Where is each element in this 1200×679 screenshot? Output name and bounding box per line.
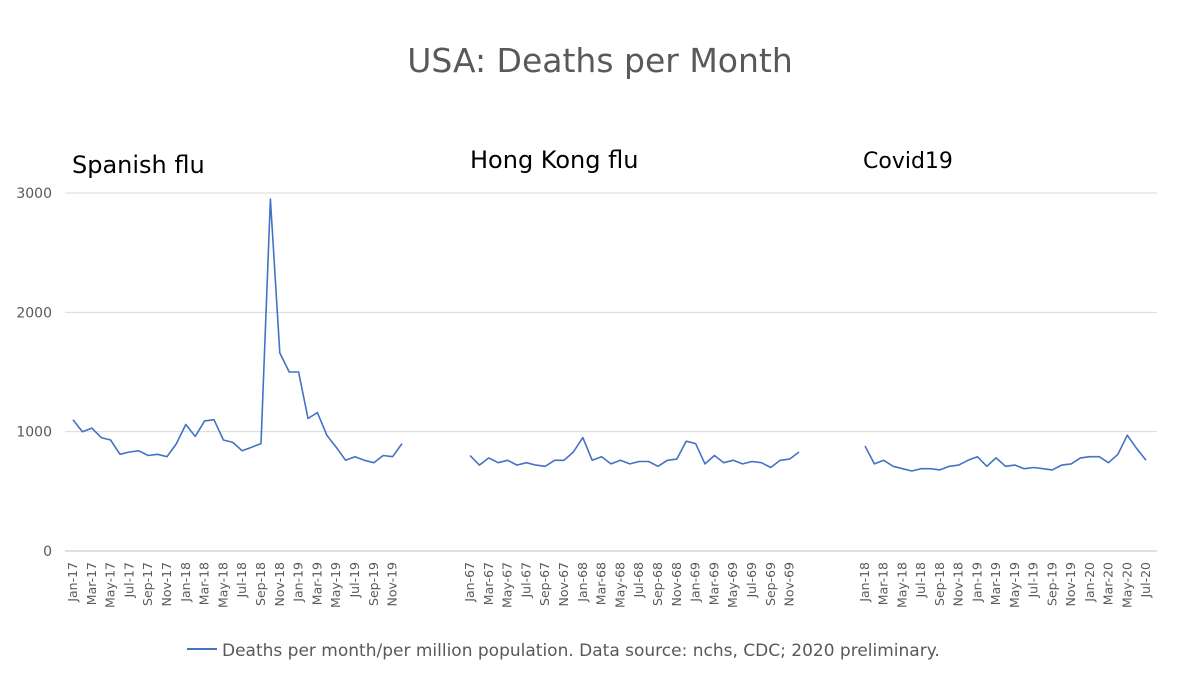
y-axis-ticks: 0 1000 2000 3000 (16, 186, 52, 560)
x-tick-label: Jul-17 (121, 562, 136, 599)
x-tick-label: Nov-19 (1063, 562, 1078, 607)
x-tick-label: Jul-19 (1026, 562, 1041, 599)
x-tick-label: Sep-67 (537, 562, 552, 606)
x-tick-label: Nov-67 (556, 562, 571, 606)
x-axis-ticks: Jan-17 Mar-17 May-17 Jul-17 Sep-17 Nov-17 Jan-… (65, 562, 1153, 608)
x-tick-label: Jan-20 (1082, 562, 1097, 603)
x-tick-label: May-18 (895, 562, 910, 608)
x-tick-label: Jul-67 (518, 562, 533, 599)
x-tick-label: Sep-68 (650, 562, 665, 606)
x-tick-label: Nov-69 (782, 562, 797, 607)
x-tick-label: Nov-19 (385, 562, 400, 607)
x-tick-label: Mar-18 (876, 562, 891, 605)
x-tick-label: Jul-20 (1138, 562, 1153, 599)
x-tick-label: Mar-67 (481, 562, 496, 605)
x-tick-label: Mar-69 (706, 562, 721, 605)
legend: Deaths per month/per million population.… (187, 641, 940, 661)
series-lines (72, 198, 1147, 472)
x-tick-label: May-19 (328, 562, 343, 608)
x-tick-label: Sep-17 (140, 562, 155, 606)
x-tick-label: Jul-68 (631, 562, 646, 599)
x-tick-label: Jan-18 (178, 562, 193, 603)
x-tick-label: Jul-18 (913, 562, 928, 599)
annotation-covid19: Covid19 (863, 149, 953, 174)
x-tick-label: Nov-18 (272, 562, 287, 607)
x-tick-label: May-20 (1119, 562, 1134, 608)
x-tick-label: Jan-67 (462, 562, 477, 603)
x-tick-label: Jul-19 (347, 562, 362, 599)
x-tick-label: Nov-68 (669, 562, 684, 607)
x-tick-label: Jan-68 (575, 562, 590, 603)
series-line-hong-kong-flu (469, 436, 800, 469)
x-tick-label: Sep-19 (1044, 562, 1059, 606)
x-tick-label: Mar-68 (594, 562, 609, 605)
x-tick-label: May-18 (215, 562, 230, 608)
x-tick-label: Jul-18 (234, 562, 249, 599)
x-tick-label: Sep-19 (366, 562, 381, 606)
series-line-spanish-flu (72, 198, 403, 464)
y-tick-label: 1000 (16, 425, 52, 441)
x-tick-label: May-68 (612, 562, 627, 608)
x-tick-label: Jan-17 (65, 562, 80, 603)
legend-label: Deaths per month/per million population.… (222, 641, 940, 661)
x-tick-label: Nov-18 (951, 562, 966, 607)
y-tick-label: 3000 (16, 186, 52, 202)
x-tick-label: May-67 (500, 562, 515, 608)
y-tick-label: 2000 (16, 305, 52, 321)
chart-title: USA: Deaths per Month (407, 41, 793, 80)
x-tick-label: May-69 (725, 562, 740, 608)
x-tick-label: Nov-17 (159, 562, 174, 606)
annotation-hong-kong-flu: Hong Kong flu (470, 146, 638, 174)
x-tick-label: Sep-69 (763, 562, 778, 606)
x-tick-label: May-17 (103, 562, 118, 608)
x-tick-label: Jan-19 (969, 562, 984, 603)
x-tick-label: Mar-18 (197, 562, 212, 605)
x-tick-label: Mar-17 (84, 562, 99, 605)
annotation-spanish-flu: Spanish flu (72, 151, 205, 179)
x-tick-label: Jan-69 (688, 562, 703, 603)
x-tick-label: Sep-18 (253, 562, 268, 606)
y-tick-label: 0 (43, 544, 52, 560)
x-tick-label: Jan-18 (857, 562, 872, 603)
x-tick-label: May-19 (1007, 562, 1022, 608)
x-tick-label: Mar-19 (309, 562, 324, 605)
x-tick-label: Mar-20 (1101, 562, 1116, 605)
x-tick-label: Mar-19 (988, 562, 1003, 605)
x-tick-label: Jan-19 (291, 562, 306, 603)
x-tick-label: Jul-69 (744, 562, 759, 599)
series-line-covid19 (864, 434, 1147, 472)
gridlines (65, 192, 1157, 552)
x-tick-label: Sep-18 (932, 562, 947, 606)
